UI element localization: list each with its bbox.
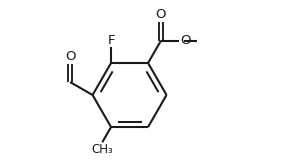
Text: F: F — [107, 34, 115, 47]
Text: O: O — [180, 34, 190, 47]
Text: O: O — [65, 50, 76, 63]
Text: CH₃: CH₃ — [91, 143, 113, 156]
Text: O: O — [156, 8, 166, 21]
